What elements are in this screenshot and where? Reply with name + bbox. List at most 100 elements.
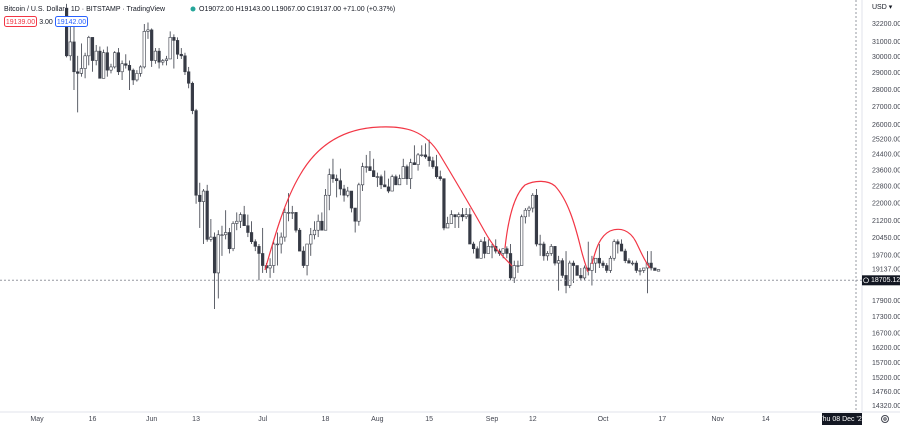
candle-body xyxy=(627,260,631,264)
y-tick-label: 20450.00 xyxy=(872,235,900,242)
candle-body xyxy=(420,154,424,156)
candle-body xyxy=(116,52,120,73)
candle-body xyxy=(257,246,261,254)
candle-body xyxy=(101,52,106,79)
x-tick-label: 14 xyxy=(762,416,770,423)
candle-body xyxy=(375,176,379,178)
candle-body xyxy=(612,241,616,259)
candle-body xyxy=(372,170,376,177)
candle-body xyxy=(582,267,587,279)
candle-body xyxy=(305,243,309,266)
candle-body xyxy=(590,262,594,271)
candle-body xyxy=(216,234,220,274)
ask-price[interactable]: 19142.00 xyxy=(57,19,86,26)
settings-gear-hub[interactable] xyxy=(883,417,887,421)
candle-body xyxy=(383,184,387,188)
y-tick-label: 15200.00 xyxy=(872,375,900,382)
candle-body xyxy=(368,166,372,171)
candle-body xyxy=(246,225,250,233)
y-tick-label: 21200.00 xyxy=(872,218,900,225)
y-tick-label: 28000.00 xyxy=(872,87,900,94)
candle-body xyxy=(571,262,576,266)
candle-body xyxy=(346,190,350,196)
candle-body xyxy=(294,212,298,231)
candle-body xyxy=(198,194,202,202)
candle-body xyxy=(616,241,620,245)
candle-body xyxy=(290,212,294,214)
candle-body xyxy=(194,110,198,196)
candle-body xyxy=(87,37,91,57)
candle-body xyxy=(653,267,657,271)
candle-body xyxy=(286,212,291,214)
candle-body xyxy=(409,162,413,179)
candle-body xyxy=(138,66,143,74)
candle-body xyxy=(656,269,661,272)
candle-body xyxy=(309,234,313,245)
candle-body xyxy=(220,234,224,236)
date-badge-box xyxy=(822,413,862,425)
candle-body xyxy=(505,248,509,254)
y-tick-label: 23600.00 xyxy=(872,167,900,174)
candle-body xyxy=(172,37,176,41)
x-tick-label: Jun xyxy=(146,416,157,423)
symbol-title: Bitcoin / U.S. Dollar · 1D · BITSTAMP · … xyxy=(4,6,166,13)
candle-body xyxy=(501,248,505,254)
candle-body xyxy=(649,262,653,269)
y-tick-label: 14760.00 xyxy=(872,389,900,396)
candle-body xyxy=(164,58,169,61)
y-tick-label: 19700.00 xyxy=(872,253,900,260)
candle-body xyxy=(238,214,243,222)
candle-body xyxy=(142,31,146,68)
x-tick-label: May xyxy=(30,416,44,423)
y-tick-label: 22000.00 xyxy=(872,201,900,208)
y-tick-label: 14320.00 xyxy=(872,403,900,410)
candle-body xyxy=(253,241,257,247)
y-tick-label: 17300.00 xyxy=(872,314,900,321)
candle-body xyxy=(298,229,302,252)
y-tick-label: 25200.00 xyxy=(872,137,900,144)
candle-body xyxy=(323,194,328,231)
x-tick-label: 13 xyxy=(192,416,200,423)
candle-body xyxy=(638,270,642,272)
buy-button[interactable] xyxy=(55,16,88,27)
plot xyxy=(0,3,862,310)
crosshair-price-label: 18705.12 xyxy=(871,277,900,284)
candle-body xyxy=(272,243,276,266)
candle-body xyxy=(486,246,490,254)
candle-body xyxy=(605,265,609,271)
candle-body xyxy=(619,243,624,252)
sell-button[interactable] xyxy=(4,16,37,27)
candle-body xyxy=(109,66,113,71)
candle-body xyxy=(161,60,165,63)
candle-body xyxy=(542,243,546,257)
candle-body xyxy=(201,190,206,202)
bid-price[interactable]: 19139.00 xyxy=(6,19,35,26)
candle-body xyxy=(83,55,87,69)
candle-body xyxy=(187,71,191,84)
arc-drawing xyxy=(264,126,513,271)
candle-body xyxy=(594,257,598,264)
candle-body xyxy=(434,166,439,177)
candle-body xyxy=(390,176,394,192)
candle-body xyxy=(634,262,638,271)
candle-body xyxy=(423,154,428,158)
candle-body xyxy=(205,190,209,240)
candle-body xyxy=(516,265,520,267)
drawings xyxy=(264,126,651,273)
candle-body xyxy=(397,178,402,186)
settings-icon[interactable] xyxy=(881,415,889,423)
candle-body xyxy=(386,186,391,192)
candle-body xyxy=(135,73,139,81)
candle-body xyxy=(190,82,194,111)
settings-gear[interactable] xyxy=(881,415,889,423)
candle-body xyxy=(212,236,217,274)
candle-body xyxy=(623,250,627,261)
candle-body xyxy=(471,243,476,250)
candle-body xyxy=(357,184,361,222)
candle-body xyxy=(597,257,601,264)
currency-selector[interactable]: USD ▾ xyxy=(872,4,893,11)
candle-body xyxy=(449,214,453,224)
candle-body xyxy=(98,50,102,79)
candle-body xyxy=(338,180,342,190)
